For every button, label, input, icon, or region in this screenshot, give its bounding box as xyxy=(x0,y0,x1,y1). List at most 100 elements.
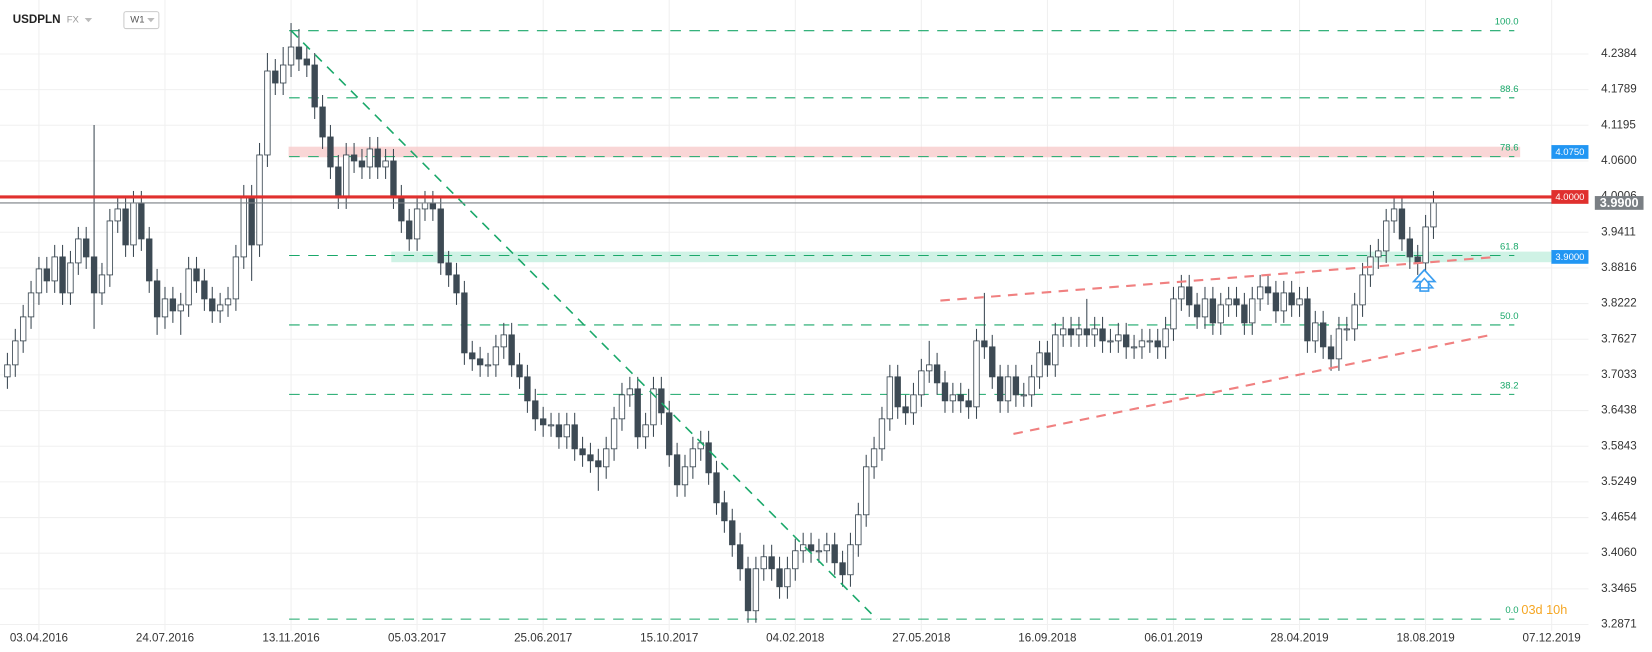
candle-body xyxy=(1107,340,1114,343)
candle-body xyxy=(902,406,909,414)
y-tick-label: 4.1789 xyxy=(1601,83,1637,96)
candle-body xyxy=(547,424,555,427)
candle-body xyxy=(327,136,334,168)
y-tick-label: 3.3465 xyxy=(1601,582,1637,595)
candle-body xyxy=(201,280,208,300)
candle-body xyxy=(1130,346,1138,349)
candle-body xyxy=(390,160,397,198)
x-tick-label: 24.07.2016 xyxy=(136,631,194,644)
candle-body xyxy=(319,106,326,138)
candle-body xyxy=(1209,298,1217,324)
candle-body xyxy=(1359,274,1366,306)
candle-body xyxy=(1044,352,1051,366)
x-tick-label: 07.12.2019 xyxy=(1523,631,1581,644)
fib-label: 61.8 xyxy=(1500,242,1519,253)
wedge-lower-line xyxy=(1013,334,1489,435)
candle-body xyxy=(949,394,957,402)
candle-body xyxy=(311,64,318,108)
interval[interactable]: W1 xyxy=(130,15,144,26)
candle-body xyxy=(343,154,350,198)
candle-body xyxy=(43,268,50,282)
up-arrow-inner xyxy=(1414,277,1435,289)
candle-body xyxy=(1319,322,1327,348)
price-badge xyxy=(1551,145,1589,159)
candle-body xyxy=(1383,220,1390,252)
fib-label: 88.6 xyxy=(1500,84,1519,95)
candle-body xyxy=(1201,298,1209,318)
countdown: 03d 10h xyxy=(1521,603,1567,617)
candle-body xyxy=(1304,298,1311,342)
x-tick-label: 16.09.2018 xyxy=(1018,631,1076,644)
y-tick-label: 3.7033 xyxy=(1601,368,1637,381)
candle-body xyxy=(681,466,689,486)
candle-body xyxy=(886,376,894,420)
candle-body xyxy=(973,340,980,408)
candle-body xyxy=(1067,328,1075,336)
candles xyxy=(4,23,1437,623)
candle-body xyxy=(689,448,697,468)
candle-body xyxy=(736,544,744,570)
x-tick-label: 25.06.2017 xyxy=(514,631,572,644)
candle-body xyxy=(792,550,799,570)
candle-body xyxy=(1249,298,1256,324)
candle-body xyxy=(508,334,515,366)
candle-body xyxy=(989,346,996,378)
candle-body xyxy=(1162,328,1169,348)
candle-body xyxy=(4,364,11,378)
candle-body xyxy=(1115,334,1122,342)
candle-body xyxy=(1272,292,1280,312)
interval-box[interactable] xyxy=(123,11,160,30)
candle-body xyxy=(461,292,468,354)
y-tick-label: 3.5249 xyxy=(1601,475,1637,488)
candle-body xyxy=(634,388,641,438)
candle-body xyxy=(1091,328,1098,336)
candle-body xyxy=(27,292,35,318)
symbol: USDPLN xyxy=(13,13,61,26)
y-tick-label: 3.8222 xyxy=(1601,297,1637,310)
y-axis: 4.23844.17894.11954.06004.00063.94113.88… xyxy=(1601,47,1637,630)
candle-body xyxy=(1241,304,1248,324)
candle-body xyxy=(83,238,90,258)
y-tick-label: 3.6438 xyxy=(1601,404,1637,417)
price-badge-label: 3.9900 xyxy=(1600,196,1639,210)
candle-body xyxy=(358,160,366,168)
candle-body xyxy=(272,70,279,84)
candle-body xyxy=(894,376,901,408)
candle-body xyxy=(1343,328,1350,331)
candle-body xyxy=(240,196,247,258)
candle-body xyxy=(918,370,925,396)
market[interactable]: FX xyxy=(67,15,80,26)
candle-body xyxy=(666,412,673,456)
x-tick-label: 13.11.2016 xyxy=(262,631,319,644)
axis-panel xyxy=(1588,0,1652,631)
fibonacci: 100.0 88.6 78.6 61.8 50.0 38.2 0.0 xyxy=(289,17,1519,620)
candle-body xyxy=(595,460,602,468)
x-tick-label: 28.04.2019 xyxy=(1270,631,1328,644)
candle-body xyxy=(303,58,310,66)
y-tick-label: 3.4654 xyxy=(1601,511,1637,524)
candle-body xyxy=(59,256,66,294)
candle-body xyxy=(768,556,775,570)
grid xyxy=(0,0,1589,631)
candle-body xyxy=(1170,298,1177,330)
candle-body xyxy=(532,400,539,420)
candle-body xyxy=(1390,208,1398,222)
y-tick-label: 3.5843 xyxy=(1601,439,1637,452)
interval-dropdown[interactable] xyxy=(147,17,155,23)
candle-body xyxy=(51,256,58,282)
candle-body xyxy=(1193,304,1201,318)
x-axis: 03.04.2016 24.07.2016 13.11.2016 05.03.2017… xyxy=(10,631,1581,644)
candle-body xyxy=(1075,328,1083,336)
y-tick-label: 3.8816 xyxy=(1601,261,1637,274)
candle-body xyxy=(555,424,563,438)
candle-body xyxy=(130,202,137,246)
candle-body xyxy=(1099,328,1106,342)
market-dropdown[interactable] xyxy=(84,17,93,23)
candle-body xyxy=(831,544,838,564)
y-tick-label: 3.4060 xyxy=(1601,546,1637,559)
candle-body xyxy=(1280,292,1287,312)
candle-body xyxy=(287,46,295,66)
x-tick-label: 15.10.2017 xyxy=(640,631,698,644)
candle-body xyxy=(248,196,255,246)
candle-body xyxy=(941,382,949,402)
